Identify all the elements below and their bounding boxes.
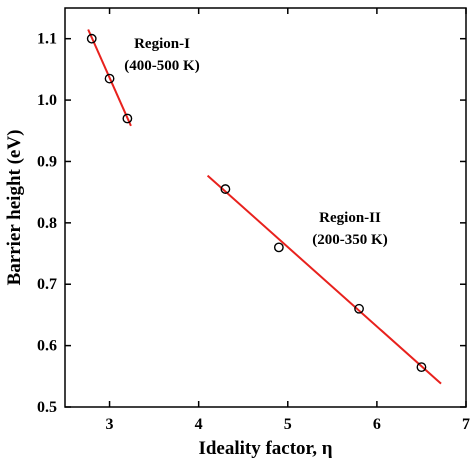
data-point <box>104 73 115 84</box>
region-label: (200-350 K) <box>312 232 387 248</box>
region-label: (400-500 K) <box>124 58 199 74</box>
y-tick-label: 0.9 <box>37 153 57 170</box>
data-point <box>416 362 427 372</box>
data-point <box>220 184 231 194</box>
region-label: Region-II <box>319 210 381 226</box>
x-tick-label: 4 <box>195 416 203 433</box>
fit-line <box>206 174 442 385</box>
fit-line <box>87 29 132 127</box>
x-tick-label: 6 <box>373 416 381 433</box>
data-point <box>122 113 133 124</box>
data-point <box>273 242 284 253</box>
fit-lines <box>87 29 442 385</box>
y-tick-label: 0.8 <box>37 215 57 232</box>
region-label: Region-I <box>134 36 190 52</box>
x-tick-label: 7 <box>462 416 470 433</box>
axis-ticks: 3 4 5 6 7 0.5 0.6 0.7 0.8 0.9 1.0 1.1 <box>37 8 470 433</box>
y-tick-label: 0.7 <box>37 276 57 293</box>
y-tick-label: 1.0 <box>37 92 57 109</box>
data-point <box>354 303 364 314</box>
y-tick-label: 1.1 <box>37 31 57 48</box>
y-tick-label: 0.6 <box>37 338 57 355</box>
plot-frame <box>64 7 467 408</box>
x-axis-title: Ideality factor, η <box>198 438 332 459</box>
region-annotations: Region-I (400-500 K) Region-II (200-350 K) <box>124 36 387 248</box>
data-points <box>86 33 427 372</box>
y-axis-title: Barrier height (eV) <box>4 130 25 286</box>
x-tick-label: 5 <box>284 416 292 433</box>
x-tick-label: 3 <box>106 416 114 433</box>
data-point <box>86 33 97 44</box>
y-tick-label: 0.5 <box>37 399 57 416</box>
